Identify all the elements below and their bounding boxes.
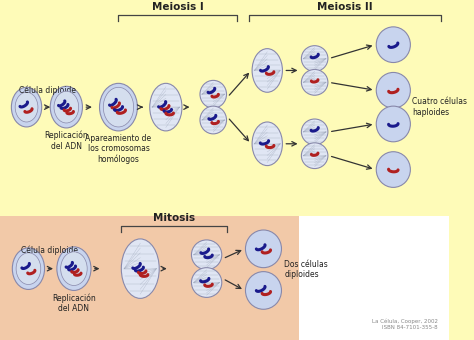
Text: Meiosis II: Meiosis II (317, 2, 373, 12)
Ellipse shape (301, 143, 328, 169)
Ellipse shape (16, 253, 41, 285)
Ellipse shape (252, 49, 283, 92)
Ellipse shape (100, 83, 137, 131)
Text: Célula diploide: Célula diploide (19, 85, 76, 95)
Ellipse shape (301, 46, 328, 71)
Text: Célula diploide: Célula diploide (21, 246, 78, 255)
Ellipse shape (376, 152, 410, 187)
Text: La Célula, Cooper, 2002
ISBN 84-7101-355-8: La Célula, Cooper, 2002 ISBN 84-7101-355… (372, 319, 438, 330)
Ellipse shape (150, 83, 182, 131)
Ellipse shape (12, 248, 45, 289)
Text: Meiosis I: Meiosis I (152, 2, 203, 12)
Ellipse shape (50, 86, 82, 128)
Ellipse shape (57, 247, 91, 290)
Ellipse shape (252, 122, 283, 166)
Text: Apareamiento de
los cromosomas
homólogos: Apareamiento de los cromosomas homólogos (85, 134, 152, 164)
Bar (0, 3, 449, 216)
Text: Dos células
diploides: Dos células diploides (284, 260, 328, 279)
Ellipse shape (11, 87, 42, 127)
Ellipse shape (61, 252, 87, 286)
Ellipse shape (54, 91, 79, 123)
Ellipse shape (376, 27, 410, 63)
Ellipse shape (376, 106, 410, 142)
Ellipse shape (121, 239, 159, 299)
Ellipse shape (191, 240, 222, 270)
Ellipse shape (191, 268, 222, 298)
Ellipse shape (301, 119, 328, 145)
Ellipse shape (200, 106, 227, 134)
Ellipse shape (15, 92, 38, 122)
Ellipse shape (376, 72, 410, 108)
Ellipse shape (200, 80, 227, 108)
Text: Cuatro células
haploides: Cuatro células haploides (412, 98, 467, 117)
Text: Mitosis: Mitosis (153, 213, 195, 223)
Ellipse shape (246, 272, 282, 309)
Ellipse shape (301, 69, 328, 95)
Ellipse shape (103, 87, 134, 127)
Bar (299, 216, 449, 340)
Ellipse shape (246, 230, 282, 268)
Text: Replicación
del ADN: Replicación del ADN (52, 293, 96, 313)
Text: Replicación
del ADN: Replicación del ADN (45, 131, 88, 151)
Bar (0, 216, 299, 340)
